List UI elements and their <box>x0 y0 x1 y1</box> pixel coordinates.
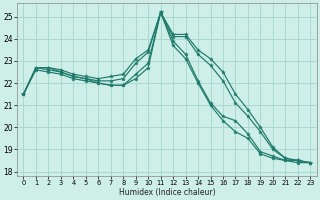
X-axis label: Humidex (Indice chaleur): Humidex (Indice chaleur) <box>119 188 215 197</box>
